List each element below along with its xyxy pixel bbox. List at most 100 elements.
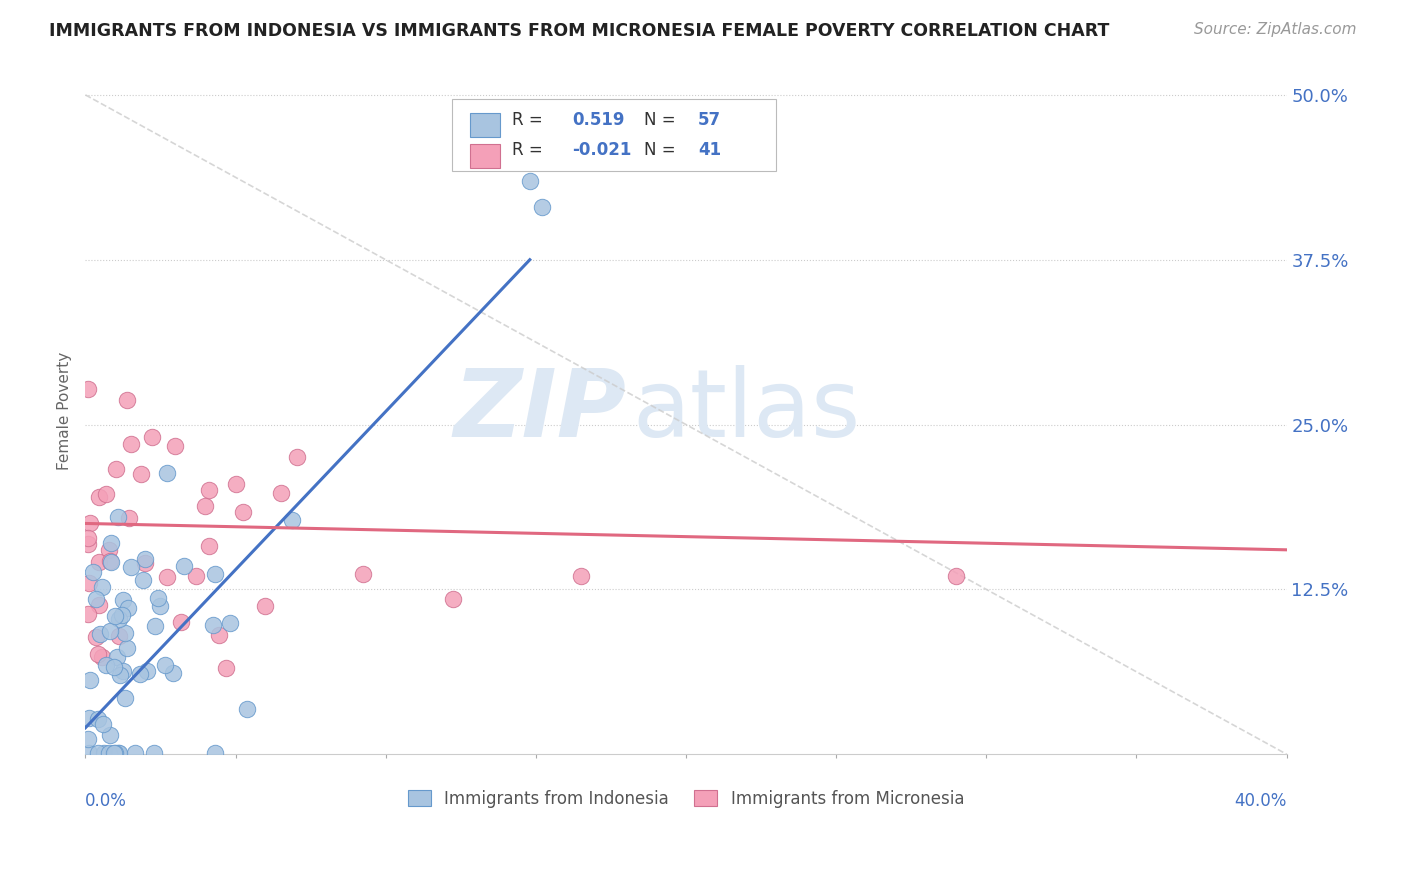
Point	[114, 690, 136, 705]
Text: 0.519: 0.519	[572, 111, 624, 129]
Point	[254, 599, 277, 613]
Point	[91, 717, 114, 731]
Point	[100, 556, 122, 570]
Point	[97, 746, 120, 760]
Point	[214, 661, 236, 675]
Point	[149, 599, 172, 613]
Point	[162, 665, 184, 680]
Point	[115, 641, 138, 656]
Point	[231, 505, 253, 519]
Point	[111, 665, 134, 679]
Point	[77, 731, 100, 746]
Point	[198, 539, 221, 553]
Point	[79, 746, 101, 760]
Point	[519, 173, 541, 187]
Point	[110, 668, 132, 682]
Point	[124, 746, 146, 760]
Text: N =: N =	[644, 141, 681, 159]
Text: 41: 41	[697, 141, 721, 159]
Point	[103, 660, 125, 674]
Point	[441, 591, 464, 606]
Point	[77, 711, 100, 725]
Point	[108, 612, 131, 626]
Point	[141, 430, 163, 444]
Point	[98, 728, 121, 742]
Point	[108, 629, 131, 643]
Point	[111, 592, 134, 607]
Point	[77, 382, 100, 396]
Text: Source: ZipAtlas.com: Source: ZipAtlas.com	[1194, 22, 1357, 37]
Point	[118, 511, 141, 525]
Text: 40.0%: 40.0%	[1234, 792, 1286, 810]
Point	[104, 609, 127, 624]
Point	[569, 569, 592, 583]
Point	[105, 649, 128, 664]
Point	[352, 567, 374, 582]
Point	[208, 628, 231, 642]
Point	[280, 514, 302, 528]
Point	[77, 531, 100, 545]
FancyBboxPatch shape	[451, 99, 776, 171]
Point	[103, 746, 125, 760]
Point	[143, 618, 166, 632]
Point	[104, 462, 127, 476]
FancyBboxPatch shape	[470, 144, 499, 168]
Point	[89, 626, 111, 640]
Point	[153, 657, 176, 672]
Text: IMMIGRANTS FROM INDONESIA VS IMMIGRANTS FROM MICRONESIA FEMALE POVERTY CORRELATI: IMMIGRANTS FROM INDONESIA VS IMMIGRANTS …	[49, 22, 1109, 40]
Point	[204, 566, 226, 581]
Point	[120, 560, 142, 574]
Point	[79, 516, 101, 530]
Point	[236, 702, 259, 716]
Point	[945, 569, 967, 583]
Point	[84, 630, 107, 644]
Point	[134, 551, 156, 566]
Point	[77, 607, 100, 621]
Text: ZIP: ZIP	[453, 366, 626, 458]
Text: N =: N =	[644, 111, 681, 129]
Point	[89, 555, 111, 569]
Point	[90, 649, 112, 664]
Point	[87, 598, 110, 612]
Point	[204, 746, 226, 760]
Text: -0.021: -0.021	[572, 141, 631, 159]
Point	[170, 615, 193, 630]
Point	[132, 573, 155, 587]
Text: atlas: atlas	[631, 366, 860, 458]
Point	[156, 466, 179, 480]
FancyBboxPatch shape	[470, 113, 499, 137]
Point	[173, 559, 195, 574]
Point	[143, 746, 166, 760]
Point	[79, 673, 101, 687]
Point	[148, 591, 170, 605]
Point	[98, 554, 121, 568]
Point	[117, 601, 139, 615]
Point	[186, 569, 208, 583]
Point	[156, 570, 179, 584]
Point	[135, 664, 157, 678]
Point	[104, 746, 127, 760]
Point	[134, 556, 156, 570]
Point	[87, 746, 110, 760]
Point	[100, 536, 122, 550]
Text: R =: R =	[512, 141, 548, 159]
Point	[115, 392, 138, 407]
Point	[530, 200, 553, 214]
Text: R =: R =	[512, 111, 548, 129]
Point	[270, 486, 292, 500]
Text: 0.0%: 0.0%	[86, 792, 128, 810]
Point	[91, 581, 114, 595]
Point	[89, 490, 111, 504]
Text: 57: 57	[697, 111, 721, 129]
Point	[94, 487, 117, 501]
Point	[194, 499, 217, 513]
Point	[84, 592, 107, 607]
Point	[129, 467, 152, 482]
Point	[94, 657, 117, 672]
Point	[163, 439, 186, 453]
Point	[128, 667, 150, 681]
Point	[111, 607, 134, 622]
Point	[82, 566, 104, 580]
Y-axis label: Female Poverty: Female Poverty	[58, 352, 72, 470]
Point	[287, 450, 309, 464]
